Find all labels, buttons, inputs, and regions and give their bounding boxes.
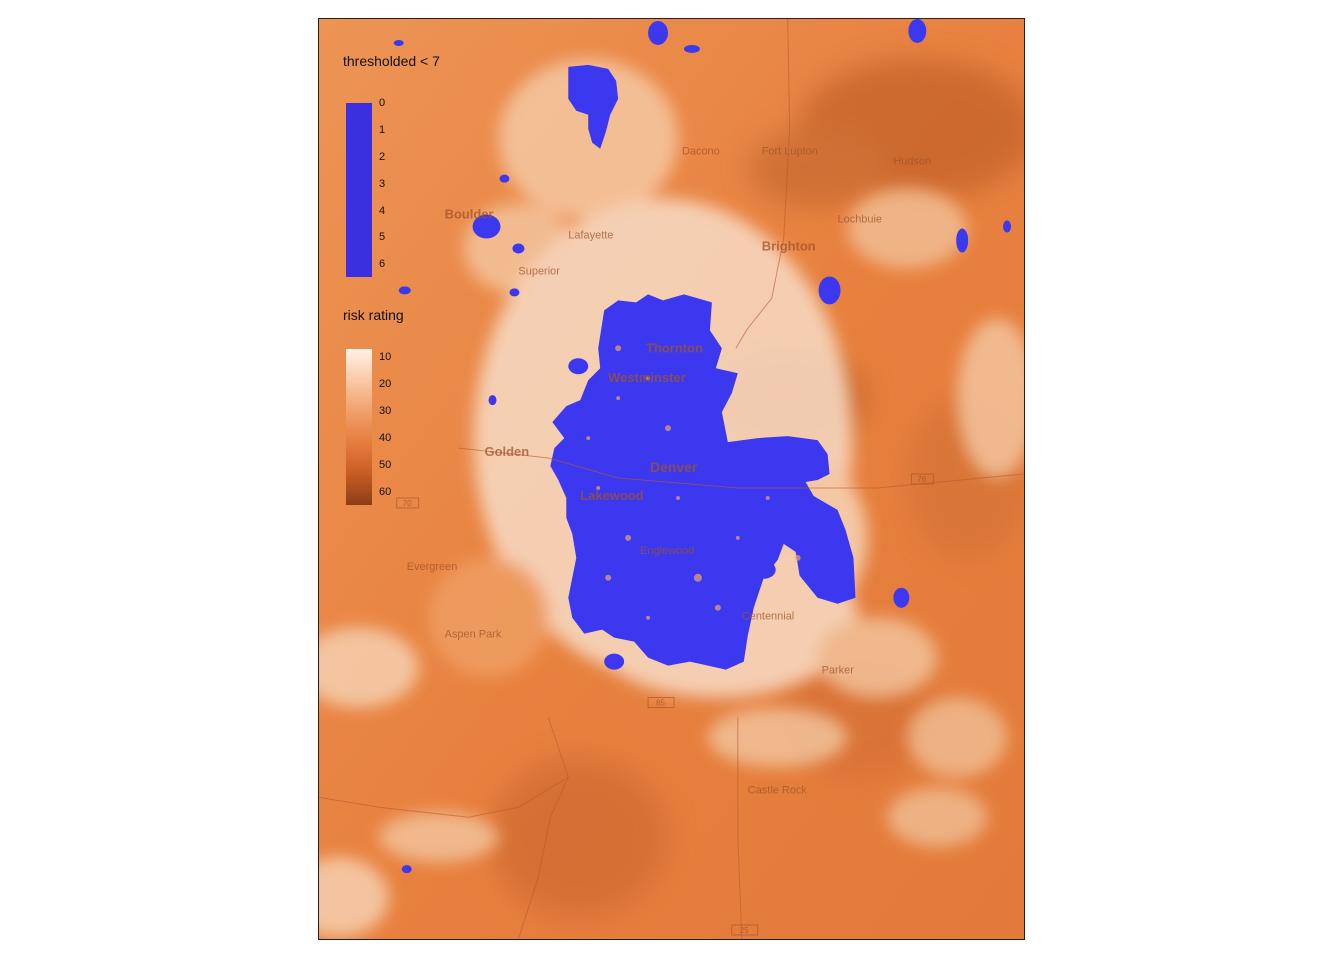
- place-label: Englewood: [640, 545, 694, 557]
- place-label: Dacono: [682, 146, 720, 158]
- place-label: Aspen Park: [445, 629, 502, 641]
- place-label: Fort Lupton: [762, 146, 818, 158]
- small-pond-6: [683, 44, 700, 53]
- threshold-tick: 5: [379, 231, 386, 243]
- baseline-reservoir: [472, 214, 501, 239]
- place-label: Westminster: [608, 370, 685, 385]
- place-label: Boulder: [445, 207, 494, 222]
- svg-text:25: 25: [740, 926, 749, 935]
- place-labels: Boulder Dacono Fort Lupton Hudson Lafaye…: [407, 146, 931, 797]
- metro-speckle: [586, 345, 801, 620]
- boulder-reservoir: [568, 64, 619, 149]
- map-panel[interactable]: Boulder Dacono Fort Lupton Hudson Lafaye…: [318, 18, 1025, 940]
- small-pond-3: [398, 286, 411, 295]
- svg-text:76: 76: [917, 475, 926, 484]
- place-label: Lochbuie: [838, 214, 883, 226]
- threshold-region: [393, 19, 1012, 874]
- place-label: Hudson: [893, 156, 931, 168]
- threshold-tick: 3: [379, 178, 386, 190]
- threshold-tick: 4: [379, 205, 386, 217]
- standley-lake: [568, 358, 589, 375]
- risk-tick: 10: [379, 351, 392, 363]
- place-label: Centennial: [742, 611, 794, 623]
- small-pond-5: [1003, 220, 1012, 233]
- place-label: Thornton: [646, 340, 703, 355]
- small-pond-10: [393, 39, 404, 46]
- place-label: Parker: [822, 665, 855, 677]
- road-shield: 76: [910, 473, 934, 485]
- risk-tick: 20: [379, 378, 392, 390]
- place-label: Golden: [485, 444, 530, 459]
- high-risk-zones: [488, 58, 1024, 918]
- place-label: Evergreen: [407, 561, 458, 573]
- threshold-legend-title: thresholded < 7: [343, 53, 440, 69]
- small-pond-7: [509, 288, 520, 297]
- small-pond-2: [512, 243, 525, 254]
- small-pond-1: [648, 20, 669, 45]
- risk-tick: 30: [379, 405, 392, 417]
- place-label: Brighton: [762, 238, 816, 253]
- place-label: Lafayette: [568, 230, 613, 242]
- road-shields: 70 76 85 25: [396, 473, 934, 936]
- small-pond-4: [401, 865, 412, 874]
- svg-text:70: 70: [403, 499, 412, 508]
- risk-legend-bar: [346, 349, 372, 505]
- milton-reservoir: [956, 228, 969, 253]
- barr-lake: [818, 276, 841, 305]
- small-pond-8: [488, 395, 497, 406]
- risk-map[interactable]: Boulder Dacono Fort Lupton Hudson Lafaye…: [319, 19, 1024, 939]
- risk-tick: 50: [379, 459, 392, 471]
- union-reservoir: [908, 19, 927, 43]
- threshold-legend-bar: [346, 103, 372, 277]
- threshold-tick: 1: [379, 124, 386, 136]
- road-lines: [319, 19, 1024, 939]
- threshold-tick: 6: [379, 258, 386, 270]
- risk-legend-title: risk rating: [343, 307, 404, 323]
- risk-tick: 60: [379, 486, 392, 498]
- threshold-tick: 2: [379, 151, 386, 163]
- denver-threshold-area: [550, 294, 856, 670]
- road-shield: 25: [731, 924, 759, 936]
- road-shield: 70: [396, 497, 420, 509]
- place-label: Superior: [518, 265, 560, 277]
- svg-text:85: 85: [656, 699, 665, 708]
- marston-lake: [604, 653, 625, 670]
- cherry-creek-east: [893, 587, 910, 608]
- road-shield: 85: [647, 697, 675, 708]
- place-label: Castle Rock: [748, 784, 808, 796]
- risk-tick: 40: [379, 432, 392, 444]
- place-label: Lakewood: [580, 488, 643, 503]
- place-label: Denver: [650, 459, 698, 475]
- small-pond-9: [499, 174, 510, 183]
- aurora-reservoir: [751, 560, 776, 579]
- threshold-tick: 0: [379, 97, 386, 109]
